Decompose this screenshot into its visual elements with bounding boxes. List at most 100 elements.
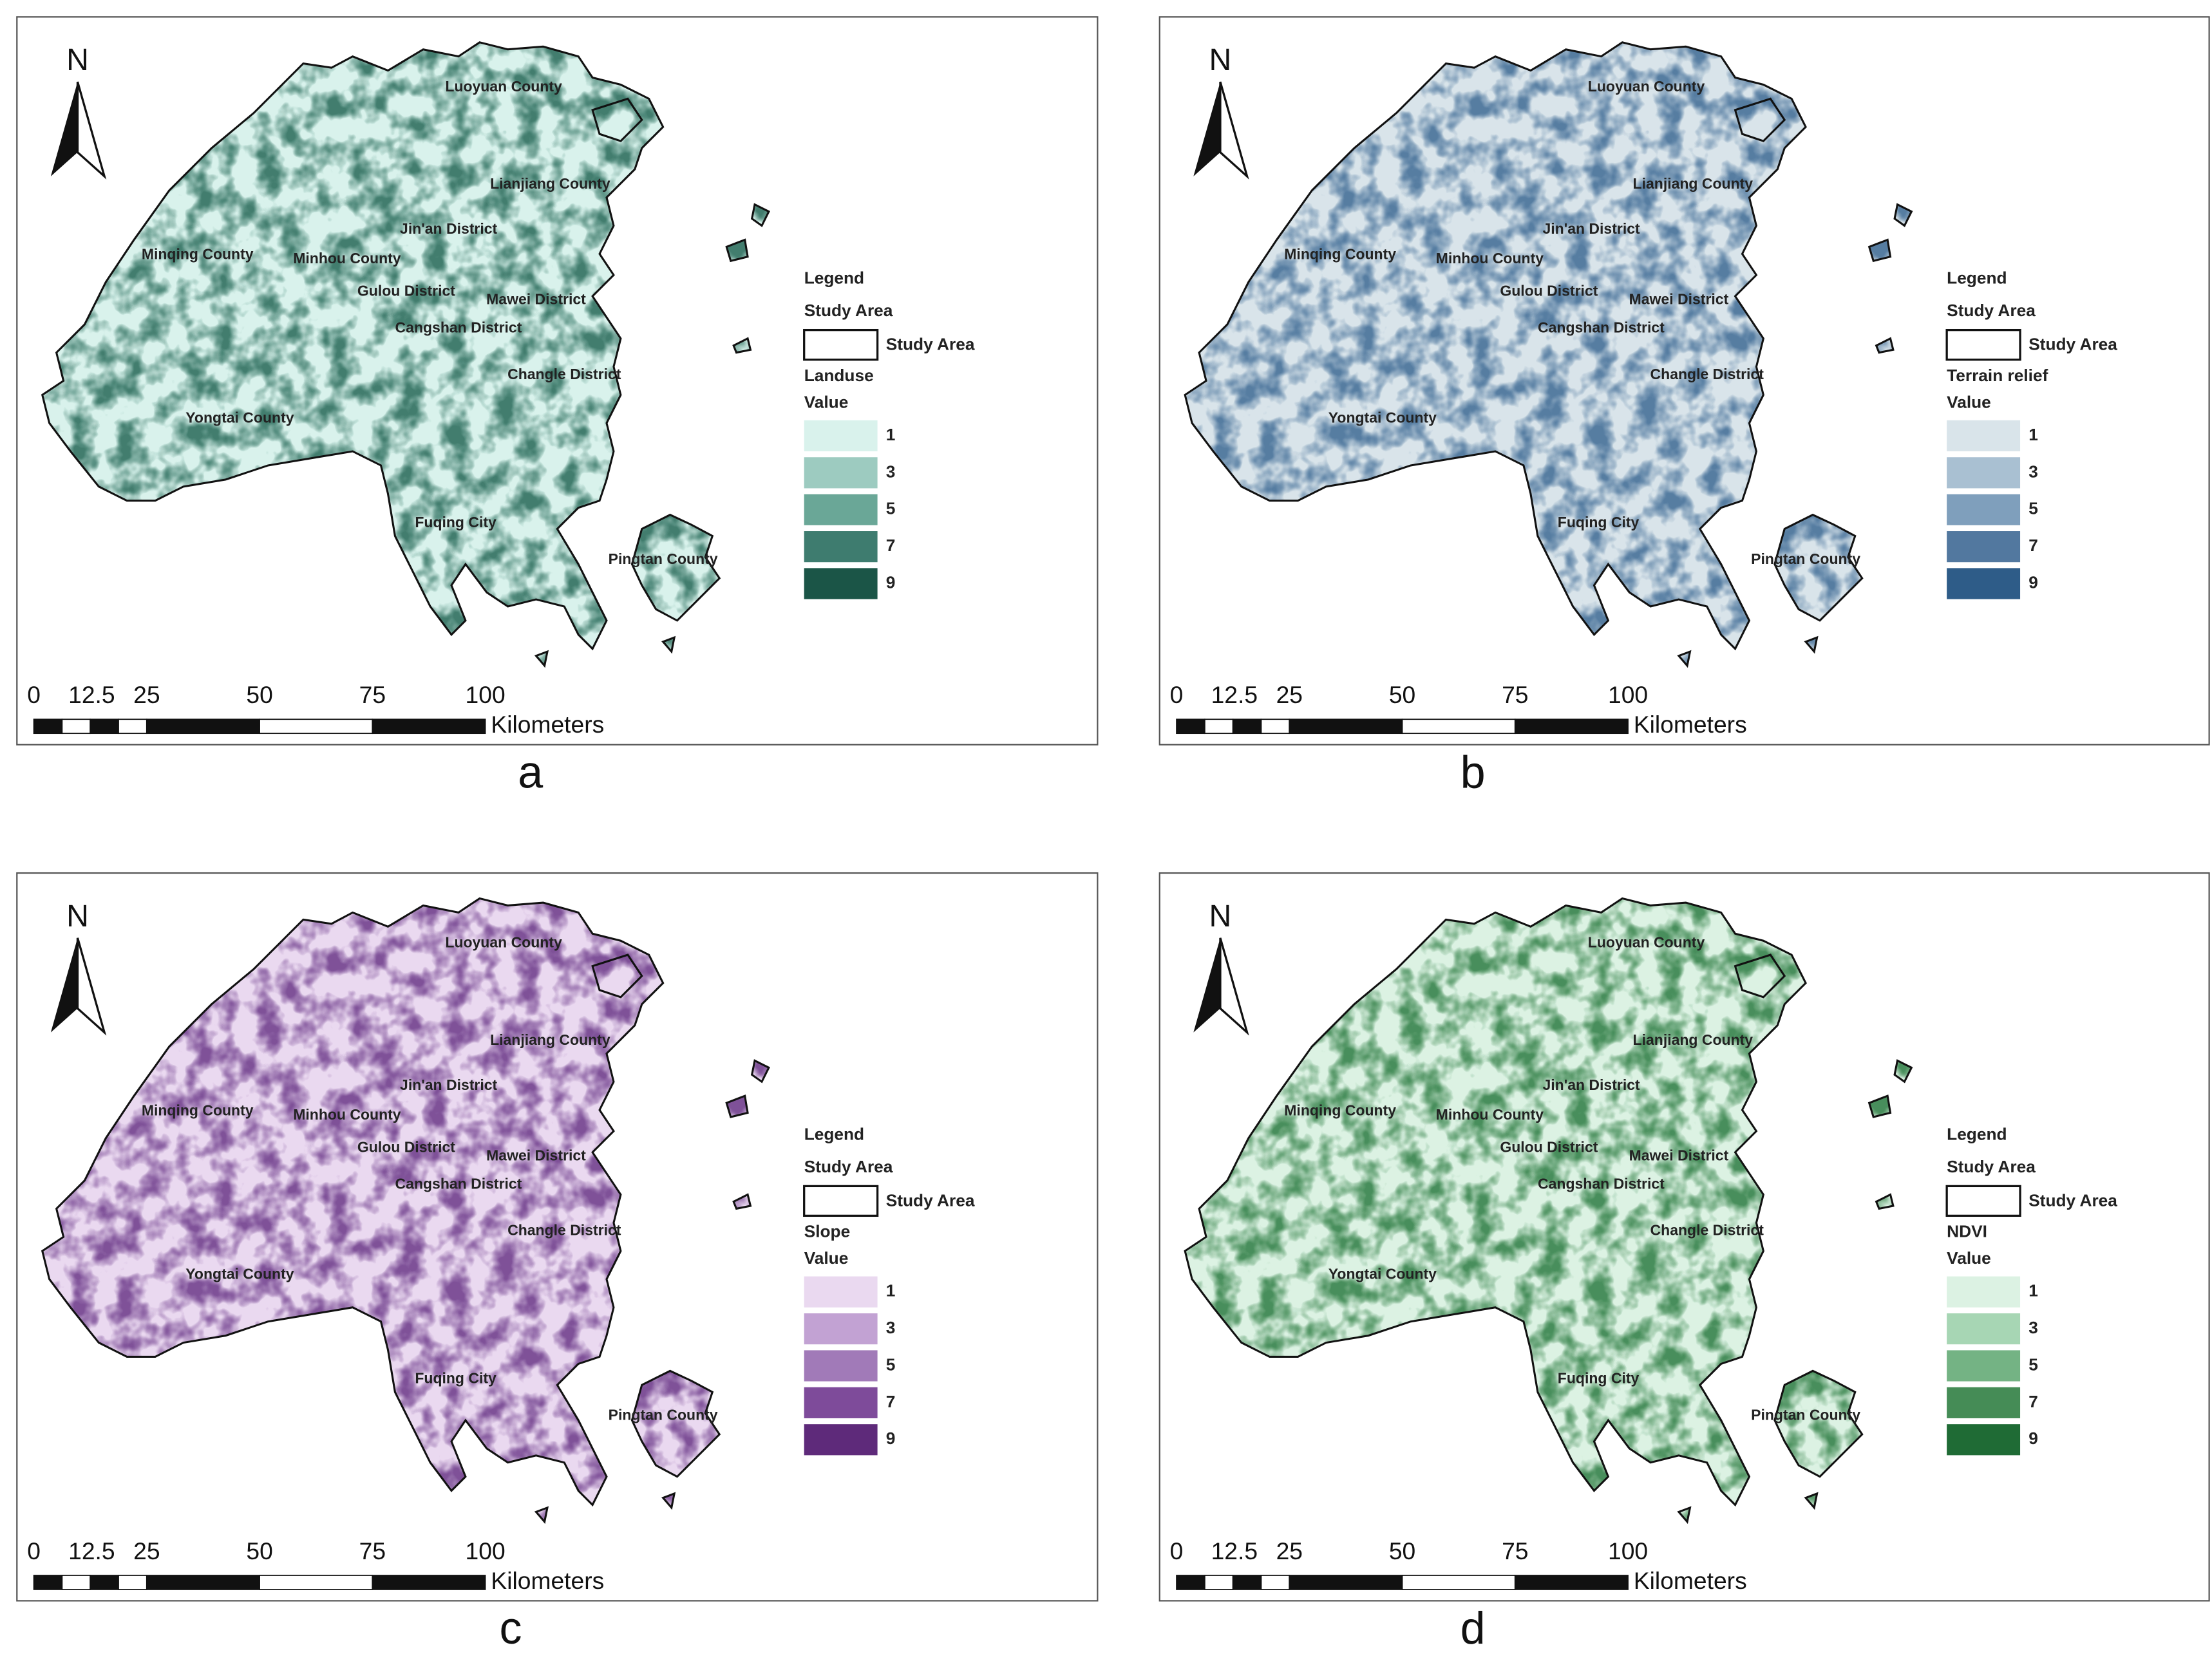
- scale-segment: [1176, 1575, 1205, 1590]
- legend-item: 7: [886, 536, 896, 555]
- legend-title: Legend: [804, 1124, 864, 1143]
- legend-swatch: [1947, 1276, 2021, 1308]
- place-label: Fuqing City: [415, 1370, 496, 1387]
- legend-item: 9: [2028, 1429, 2038, 1448]
- legend-layer: NDVI: [1947, 1222, 1987, 1241]
- scale-unit: Kilometers: [1634, 711, 1747, 738]
- legend-swatch: [1947, 1424, 2021, 1456]
- scale-label: 12.5: [1211, 681, 1258, 708]
- scale-label: 100: [466, 681, 506, 708]
- scale-segment: [1232, 1575, 1262, 1590]
- legend-item: 5: [2028, 499, 2038, 518]
- place-label: Mawei District: [486, 291, 586, 308]
- legend-swatch: [804, 1387, 878, 1418]
- place-label: Lianjiang County: [490, 1031, 610, 1048]
- legend-item: 7: [2028, 536, 2038, 555]
- legend-swatch: [804, 531, 878, 563]
- north-label: N: [66, 42, 89, 77]
- scale-segment: [90, 1575, 119, 1590]
- legend-item: Study Area: [886, 335, 975, 354]
- scale-label: 50: [1389, 1537, 1415, 1564]
- panel-caption: d: [1460, 1603, 1486, 1653]
- scale-segment: [118, 1575, 147, 1590]
- legend-item: 3: [886, 1318, 896, 1337]
- place-label: Fuqing City: [415, 514, 496, 530]
- place-label: Changle District: [507, 1222, 621, 1239]
- place-label: Yongtai County: [1328, 1265, 1437, 1282]
- legend-item: 3: [886, 462, 896, 481]
- legend-title: Legend: [1947, 1124, 2007, 1143]
- place-label: Cangshan District: [1538, 319, 1665, 336]
- place-label: Minqing County: [142, 1102, 254, 1118]
- scale-label: 100: [1608, 1537, 1648, 1564]
- north-arrow-right: [76, 81, 107, 180]
- legend-item: 5: [886, 499, 896, 518]
- scale-label: 75: [1502, 681, 1528, 708]
- scale-label: 50: [246, 681, 272, 708]
- legend-swatch: [804, 1313, 878, 1345]
- place-label: Minqing County: [1284, 246, 1396, 263]
- place-label: Cangshan District: [1538, 1175, 1665, 1192]
- place-label: Lianjiang County: [490, 175, 610, 192]
- scale-label: 75: [1502, 1537, 1528, 1564]
- scale-label: 0: [1170, 681, 1184, 708]
- north-label: N: [1209, 42, 1232, 77]
- scale-segment: [372, 1575, 486, 1590]
- map-panel: Luoyuan County Lianjiang County Jin'an Dis…: [1158, 872, 2210, 1602]
- scale-label: 25: [1276, 1537, 1303, 1564]
- place-label: Mawei District: [1629, 291, 1729, 308]
- place-label: Minhou County: [1436, 250, 1544, 267]
- place-label: Mawei District: [1629, 1147, 1729, 1163]
- place-label: Gulou District: [1500, 1138, 1598, 1155]
- map-panel: Luoyuan County Lianjiang County Jin'an Dis…: [16, 872, 1099, 1602]
- scale-segment: [1401, 1575, 1516, 1590]
- legend-swatch: [1947, 457, 2021, 489]
- scale-label: 75: [359, 1537, 386, 1564]
- place-label: Fuqing City: [1558, 1370, 1640, 1387]
- place-label: Pingtan County: [1751, 1407, 1860, 1423]
- legend-heading: Study Area: [804, 301, 893, 320]
- legend-swatch: [804, 1276, 878, 1308]
- legend-heading: Value: [1947, 392, 1991, 411]
- scale-label: 12.5: [1211, 1537, 1258, 1564]
- place-label: Lianjiang County: [1633, 1031, 1754, 1048]
- scale-segment: [33, 718, 63, 735]
- scale-label: 25: [133, 1537, 160, 1564]
- scale-label: 0: [1170, 1537, 1184, 1564]
- scale-segment: [1232, 718, 1262, 735]
- scale-label: 25: [133, 681, 160, 708]
- legend-title: Legend: [804, 268, 864, 288]
- legend-swatch: [804, 457, 878, 489]
- legend-swatch: [804, 494, 878, 525]
- scale-segment: [146, 718, 260, 735]
- place-label: Luoyuan County: [1588, 78, 1705, 95]
- scale-label: 50: [1389, 681, 1415, 708]
- scale-label: 12.5: [68, 681, 115, 708]
- place-label: Minqing County: [1284, 1102, 1396, 1118]
- place-label: Cangshan District: [395, 1175, 522, 1192]
- scale-segment: [1260, 718, 1290, 735]
- place-label: Changle District: [1650, 366, 1764, 382]
- panel-caption: c: [500, 1603, 522, 1653]
- scale-label: 100: [1608, 681, 1648, 708]
- scale-label: 12.5: [68, 1537, 115, 1564]
- legend-swatch: [1947, 494, 2021, 525]
- scale-segment: [1514, 718, 1629, 735]
- legend-item: 1: [2028, 425, 2038, 444]
- north-arrow-left: [1193, 937, 1220, 1033]
- north-arrow-left: [50, 82, 78, 176]
- legend-layer: Landuse: [804, 366, 874, 385]
- place-label: Changle District: [507, 366, 621, 382]
- place-label: Yongtai County: [185, 1265, 294, 1282]
- scale-segment: [61, 1575, 91, 1590]
- scale-segment: [259, 718, 373, 735]
- legend-item: Study Area: [886, 1190, 975, 1210]
- place-label: Jin'an District: [1543, 1076, 1641, 1093]
- place-label: Minqing County: [142, 246, 254, 263]
- place-label: Luoyuan County: [445, 934, 562, 951]
- map-panel: Luoyuan County Lianjiang County Jin'an Dis…: [16, 16, 1099, 746]
- legend-item: Study Area: [2028, 335, 2117, 354]
- scale-segment: [1514, 1575, 1629, 1590]
